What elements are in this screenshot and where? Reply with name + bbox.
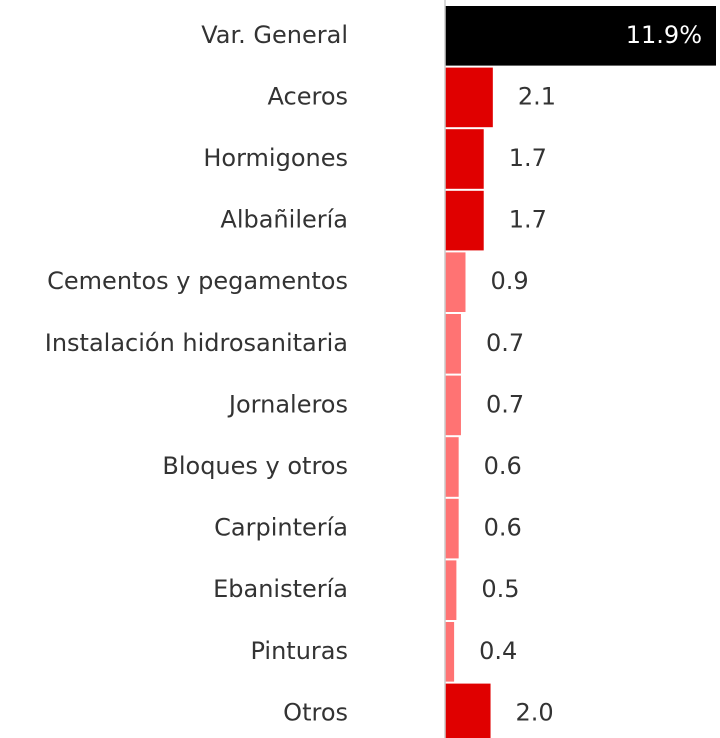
value-label: 0.4 bbox=[479, 637, 517, 665]
category-label: Aceros bbox=[268, 82, 348, 110]
category-label: Hormigones bbox=[203, 144, 348, 172]
category-label: Instalación hidrosanitaria bbox=[45, 329, 348, 357]
bar bbox=[445, 129, 484, 189]
category-label: Jornaleros bbox=[227, 390, 348, 418]
value-label: 0.6 bbox=[484, 514, 522, 542]
bar bbox=[445, 252, 466, 312]
category-label: Bloques y otros bbox=[162, 452, 348, 480]
category-label: Otros bbox=[283, 698, 348, 726]
value-label: 0.9 bbox=[490, 267, 528, 295]
category-label: Ebanistería bbox=[213, 575, 348, 603]
category-label: Albañilería bbox=[220, 206, 348, 234]
value-label: 11.9% bbox=[626, 21, 702, 49]
value-label: 1.7 bbox=[509, 144, 547, 172]
bar bbox=[445, 67, 493, 128]
bar bbox=[445, 375, 461, 436]
bar bbox=[445, 190, 484, 251]
bar bbox=[445, 622, 455, 682]
value-label: 2.0 bbox=[516, 698, 554, 726]
category-label: Cementos y pegamentos bbox=[47, 267, 348, 295]
bar bbox=[445, 498, 459, 559]
category-label: Carpintería bbox=[214, 514, 348, 542]
bar bbox=[445, 6, 716, 66]
value-label: 0.6 bbox=[484, 452, 522, 480]
category-label: Pinturas bbox=[250, 637, 348, 665]
category-label: Var. General bbox=[201, 21, 348, 49]
bar bbox=[445, 683, 491, 738]
bar bbox=[445, 437, 459, 497]
value-label: 1.7 bbox=[509, 206, 547, 234]
bar bbox=[445, 314, 461, 374]
value-label: 0.5 bbox=[481, 575, 519, 603]
value-label: 0.7 bbox=[486, 329, 524, 357]
bar bbox=[445, 560, 457, 620]
value-label: 0.7 bbox=[486, 390, 524, 418]
value-label: 2.1 bbox=[518, 82, 556, 110]
